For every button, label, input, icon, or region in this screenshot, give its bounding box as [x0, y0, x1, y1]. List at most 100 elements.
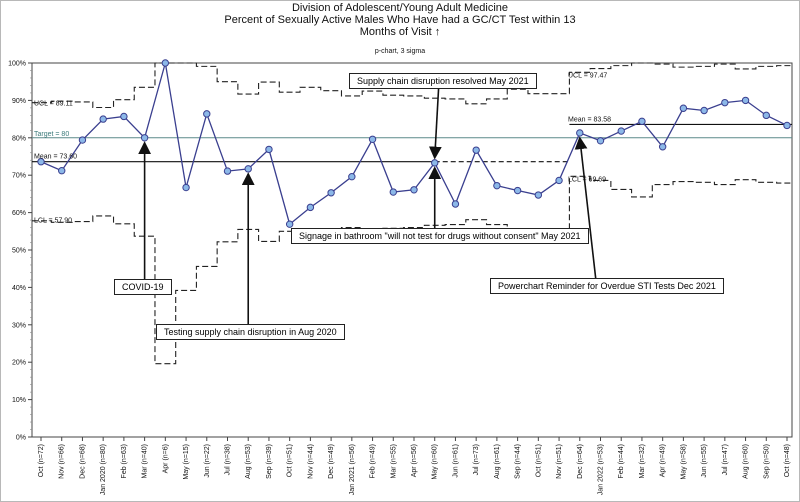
arrow-supply-resolved — [428, 85, 442, 160]
data-point — [679, 104, 688, 112]
x-tick-label: May (n=60) — [432, 444, 439, 480]
data-point — [265, 145, 273, 154]
data-point — [348, 172, 356, 181]
x-tick-label: Dec (n=68) — [79, 444, 86, 479]
y-tick-label: 100% — [8, 61, 26, 68]
lcl-label-2: LCL = 69.69 — [568, 176, 606, 183]
y-tick-label: 10% — [12, 397, 26, 404]
chart-subtitle: p-chart, 3 sigma — [374, 48, 426, 55]
x-tick-label: Aug (n=53) — [245, 444, 252, 479]
data-point — [451, 200, 460, 208]
y-tick-label: 90% — [12, 98, 26, 105]
data-point — [576, 129, 584, 137]
x-tick-label: Dec (n=49) — [328, 444, 335, 479]
data-point — [389, 188, 397, 196]
data-point — [306, 203, 315, 212]
y-tick-label: 20% — [12, 360, 26, 367]
x-tick-label: Oct (n=72) — [38, 444, 45, 477]
y-tick-label: 30% — [12, 322, 26, 329]
x-tick-label: Jan 2020 (n=80) — [100, 444, 107, 495]
x-tick-label: Oct (n=51) — [535, 444, 542, 477]
x-tick-label: Feb (n=63) — [121, 444, 128, 478]
data-point — [161, 59, 170, 67]
data-point — [140, 134, 149, 142]
data-point — [555, 176, 563, 185]
data-point — [368, 135, 377, 143]
x-tick-label: Apr (n=56) — [411, 444, 418, 477]
x-tick-label: Sep (n=44) — [515, 444, 522, 479]
x-tick-label: Dec (n=64) — [577, 444, 584, 479]
x-tick-label: Jun (n=61) — [452, 444, 459, 478]
ucl-label-2: UCL = 97.47 — [568, 72, 607, 79]
data-point — [596, 137, 605, 145]
x-tick-label: Feb (n=44) — [618, 444, 625, 478]
y-tick-label: 50% — [12, 248, 26, 255]
annotation-powerchart-reminder-dec-2021: Powerchart Reminder for Overdue STI Test… — [490, 278, 724, 294]
data-point — [658, 143, 667, 151]
chart-title-line-1: Division of Adolescent/Young Adult Medic… — [291, 2, 509, 14]
chart-title-line-2: Percent of Sexually Active Males Who Hav… — [224, 14, 576, 26]
data-point — [762, 111, 770, 120]
x-tick-label: Aug (n=60) — [743, 444, 750, 479]
x-tick-label: May (n=58) — [680, 444, 687, 480]
x-tick-label: Mar (n=55) — [390, 444, 397, 478]
ucl-line — [32, 62, 792, 109]
lcl-label-1: LCL = 57.90 — [34, 217, 72, 224]
x-tick-label: Apr (n=6) — [162, 444, 169, 473]
data-point — [120, 112, 128, 121]
x-tick-label: Sep (n=39) — [266, 444, 273, 479]
x-tick-label: Feb (n=49) — [370, 444, 377, 478]
annotation-covid-19: COVID-19 — [114, 279, 172, 295]
data-point — [513, 186, 522, 195]
y-tick-label: 80% — [12, 135, 26, 142]
x-tick-label: Oct (n=48) — [784, 444, 791, 477]
data-point — [617, 127, 625, 135]
data-point — [783, 121, 791, 130]
x-tick-label: Nov (n=51) — [556, 444, 563, 479]
x-tick-label: Nov (n=66) — [59, 444, 66, 479]
x-tick-label: Jun (n=55) — [701, 444, 708, 478]
y-tick-label: 70% — [12, 173, 26, 180]
x-tick-label: Apr (n=49) — [660, 444, 667, 477]
data-point — [534, 191, 543, 199]
data-point — [58, 167, 66, 175]
data-point — [741, 96, 750, 105]
x-tick-label: Jul (n=73) — [473, 444, 480, 475]
data-point — [223, 167, 232, 175]
y-tick-label: 40% — [12, 285, 26, 292]
chart-title-line-3: Months of Visit ↑ — [359, 26, 441, 38]
data-point — [410, 186, 418, 194]
x-tick-label: Nov (n=44) — [307, 444, 314, 479]
x-tick-label: Aug (n=61) — [494, 444, 501, 479]
data-point — [327, 189, 335, 197]
data-point — [721, 98, 729, 107]
x-tick-label: Mar (n=40) — [142, 444, 149, 478]
mean-label-1: Mean = 73.60 — [34, 154, 77, 161]
x-tick-label: Jan 2022 (n=53) — [598, 444, 605, 495]
annotation-supply-disruption-aug-2020: Testing supply chain disruption in Aug 2… — [156, 324, 345, 340]
data-point — [638, 117, 646, 126]
data-point — [244, 165, 252, 173]
data-point — [99, 115, 107, 123]
x-tick-label: Sep (n=50) — [763, 444, 770, 479]
x-tick-label: Jan 2021 (n=56) — [349, 444, 356, 495]
annotation-signage-may-2021: Signage in bathroom "will not test for d… — [291, 228, 589, 244]
data-point — [472, 146, 480, 154]
annotation-supply-resolved-may-2021: Supply chain disruption resolved May 202… — [349, 73, 537, 89]
arrow-powerchart — [574, 136, 597, 280]
data-point — [493, 181, 501, 190]
mean-label-2: Mean = 83.58 — [568, 116, 611, 123]
x-tick-label: Jul (n=38) — [225, 444, 232, 475]
y-tick-label: 60% — [12, 210, 26, 217]
data-point — [203, 110, 211, 118]
x-tick-label: May (n=15) — [183, 444, 190, 480]
x-tick-label: Jun (n=22) — [204, 444, 211, 478]
lcl-line — [32, 175, 792, 365]
data-point — [182, 183, 190, 192]
data-point — [431, 159, 439, 167]
data-point — [78, 136, 87, 144]
x-tick-label: Jul (n=47) — [722, 444, 729, 475]
ucl-label-1: UCL = 89.11 — [34, 101, 73, 108]
data-point — [285, 220, 294, 228]
